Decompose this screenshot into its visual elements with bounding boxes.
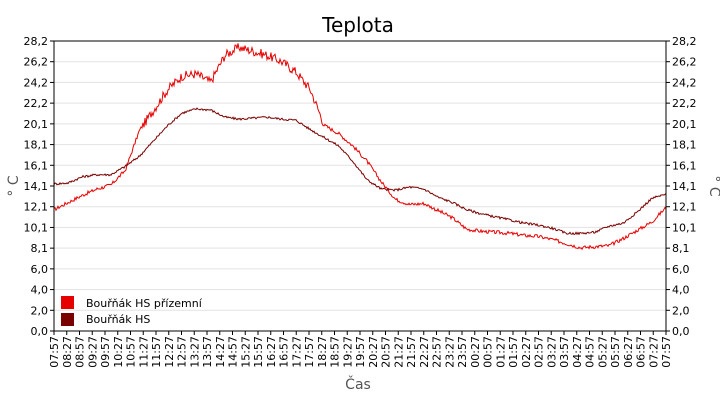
y-tick-label-right: 28,2 — [672, 35, 697, 48]
x-tick-label: 23:27 — [443, 336, 456, 368]
x-tick-label: 10:27 — [112, 336, 125, 368]
series-line-2 — [53, 107, 667, 236]
legend-swatch-series-1 — [61, 296, 74, 309]
x-axis: 07:57 08:27 08:57 09:27 09:57 10:27 10:57 11:27… — [48, 331, 673, 368]
y-tick-label: 14,1 — [24, 180, 49, 193]
plot-frame — [53, 40, 667, 332]
y-tick-label: 8,1 — [31, 242, 49, 255]
x-tick-label: 14:57 — [227, 336, 240, 368]
x-tick-label: 07:57 — [48, 336, 61, 368]
x-tick-label: 15:57 — [252, 336, 265, 368]
y-tick-label-right: 20,1 — [672, 118, 697, 131]
x-tick-label: 07:27 — [647, 336, 660, 368]
y-axis-title-right: ° C — [706, 175, 720, 196]
x-tick-label: 04:57 — [584, 336, 597, 368]
x-tick-label: 01:57 — [507, 336, 520, 368]
x-tick-label: 21:57 — [405, 336, 418, 368]
y-tick-label-right: 0,0 — [672, 325, 690, 338]
y-tick-label: 20,1 — [24, 118, 49, 131]
series-lines — [53, 43, 667, 251]
x-tick-label: 12:27 — [163, 336, 176, 368]
x-tick-label: 01:27 — [494, 336, 507, 368]
x-tick-label: 20:57 — [380, 336, 393, 368]
left-y-axis: 0,0 2,0 4,0 6,0 8,1 10,1 12,1 14,1 16,1 18,1 20,1 2… — [24, 35, 54, 338]
x-tick-label: 05:57 — [609, 336, 622, 368]
y-tick-label-right: 4,0 — [672, 284, 690, 297]
y-tick-label: 26,2 — [24, 56, 49, 69]
x-tick-label: 17:27 — [290, 336, 303, 368]
x-tick-label: 18:27 — [316, 336, 329, 368]
y-tick-label-right: 24,2 — [672, 76, 697, 89]
y-tick-label: 12,1 — [24, 201, 49, 214]
y-tick-label-right: 18,1 — [672, 139, 697, 152]
legend-label-series-1: Bouřňák HS přízemní — [86, 297, 203, 310]
x-tick-label: 00:27 — [469, 336, 482, 368]
y-tick-label: 16,1 — [24, 159, 49, 172]
x-tick-label: 02:27 — [520, 336, 533, 368]
x-tick-label: 23:57 — [456, 336, 469, 368]
x-tick-label: 03:57 — [558, 336, 571, 368]
y-tick-label-right: 22,2 — [672, 97, 697, 110]
x-tick-label: 08:27 — [61, 336, 74, 368]
y-tick-label-right: 8,1 — [672, 242, 690, 255]
x-tick-label: 17:57 — [303, 336, 316, 368]
y-tick-label-right: 12,1 — [672, 201, 697, 214]
x-tick-label: 19:27 — [341, 336, 354, 368]
y-axis-title-left: ° C — [6, 175, 22, 196]
y-tick-label-right: 10,1 — [672, 221, 697, 234]
legend-label-series-2: Bouřňák HS — [86, 313, 150, 326]
y-tick-label: 6,0 — [31, 263, 49, 276]
x-tick-label: 11:57 — [150, 336, 163, 368]
y-tick-label-right: 6,0 — [672, 263, 690, 276]
y-tick-label-right: 14,1 — [672, 180, 697, 193]
series-line-1 — [53, 43, 667, 251]
x-tick-label: 16:27 — [265, 336, 278, 368]
x-tick-label: 22:57 — [431, 336, 444, 368]
right-y-axis: 0,0 2,0 4,0 6,0 8,1 10,1 12,1 14,1 16,1 18,1 20,1 2… — [666, 35, 697, 338]
x-tick-label: 10:57 — [125, 336, 138, 368]
legend: Bouřňák HS přízemní Bouřňák HS — [61, 296, 203, 326]
x-tick-label: 20:27 — [367, 336, 380, 368]
x-tick-label: 05:27 — [596, 336, 609, 368]
x-tick-label: 13:27 — [188, 336, 201, 368]
x-tick-label: 12:57 — [176, 336, 189, 368]
x-tick-label: 06:57 — [635, 336, 648, 368]
y-tick-label: 18,1 — [24, 139, 49, 152]
y-tick-label-right: 2,0 — [672, 304, 690, 317]
x-axis-title: Čas — [345, 375, 371, 393]
grid-lines — [54, 40, 666, 332]
x-tick-label: 00:57 — [482, 336, 495, 368]
x-tick-label: 03:27 — [545, 336, 558, 368]
x-tick-label: 07:57 — [660, 336, 673, 368]
legend-swatch-series-2 — [61, 313, 74, 326]
x-tick-label: 14:27 — [214, 336, 227, 368]
x-tick-label: 15:27 — [239, 336, 252, 368]
y-tick-label-right: 26,2 — [672, 56, 697, 69]
x-tick-label: 06:27 — [622, 336, 635, 368]
x-tick-label: 09:57 — [99, 336, 112, 368]
x-tick-label: 11:27 — [137, 336, 150, 368]
x-tick-label: 21:27 — [392, 336, 405, 368]
x-tick-label: 22:27 — [418, 336, 431, 368]
x-tick-label: 19:57 — [354, 336, 367, 368]
y-tick-label: 10,1 — [24, 221, 49, 234]
x-tick-label: 02:57 — [533, 336, 546, 368]
y-tick-label: 4,0 — [31, 284, 49, 297]
x-tick-label: 04:27 — [571, 336, 584, 368]
y-tick-label: 22,2 — [24, 97, 49, 110]
y-tick-label: 28,2 — [24, 35, 49, 48]
x-tick-label: 09:27 — [86, 336, 99, 368]
x-tick-label: 18:57 — [329, 336, 342, 368]
y-tick-label: 24,2 — [24, 76, 49, 89]
x-tick-label: 16:57 — [278, 336, 291, 368]
x-tick-label: 13:57 — [201, 336, 214, 368]
y-tick-label-right: 16,1 — [672, 159, 697, 172]
x-tick-label: 08:57 — [74, 336, 87, 368]
y-tick-label: 2,0 — [31, 304, 49, 317]
y-tick-label: 0,0 — [31, 325, 49, 338]
chart-title: Teplota — [321, 13, 394, 37]
